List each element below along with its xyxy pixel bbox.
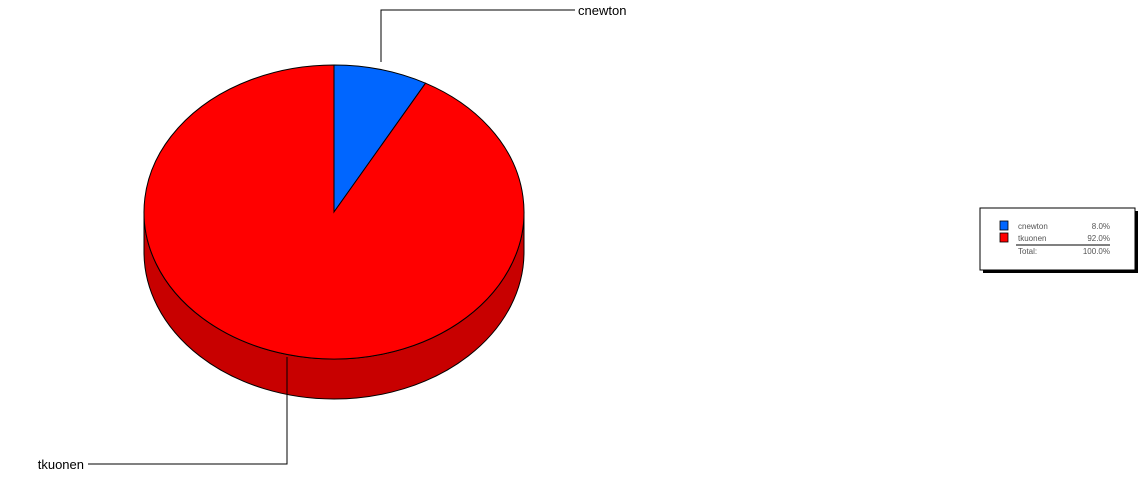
legend-label-cnewton: cnewton <box>1018 222 1048 231</box>
legend-total-percent: 100.0% <box>1083 247 1110 256</box>
legend-total-label: Total: <box>1018 247 1037 256</box>
legend-swatch-tkuonen <box>999 232 1009 243</box>
callout-label-tkuonen: tkuonen <box>38 457 84 472</box>
callout-line-tkuonen <box>88 357 288 465</box>
pie-slice-tkuonen <box>143 64 525 360</box>
callout-line-cnewton <box>380 9 575 62</box>
callout-label-cnewton: cnewton <box>578 3 626 18</box>
legend-shadow-bottom <box>983 270 1138 273</box>
legend: cnewton 8.0% tkuonen 92.0% Total: 100.0% <box>979 207 1138 273</box>
callouts: cnewton tkuonen <box>38 3 627 472</box>
pie-top <box>143 64 525 360</box>
legend-percent-tkuonen: 92.0% <box>1087 234 1110 243</box>
legend-label-tkuonen: tkuonen <box>1018 234 1046 243</box>
pie-slice-cnewton <box>333 64 427 214</box>
legend-swatch-cnewton <box>999 220 1009 231</box>
legend-shadow-right <box>1135 211 1138 273</box>
legend-percent-cnewton: 8.0% <box>1092 222 1110 231</box>
